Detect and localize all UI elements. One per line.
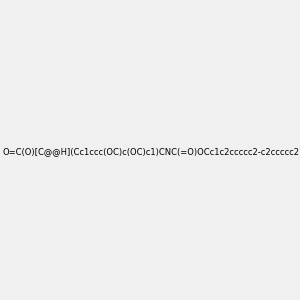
Text: O=C(O)[C@@H](Cc1ccc(OC)c(OC)c1)CNC(=O)OCc1c2ccccc2-c2ccccc21: O=C(O)[C@@H](Cc1ccc(OC)c(OC)c1)CNC(=O)OC… — [3, 147, 300, 156]
